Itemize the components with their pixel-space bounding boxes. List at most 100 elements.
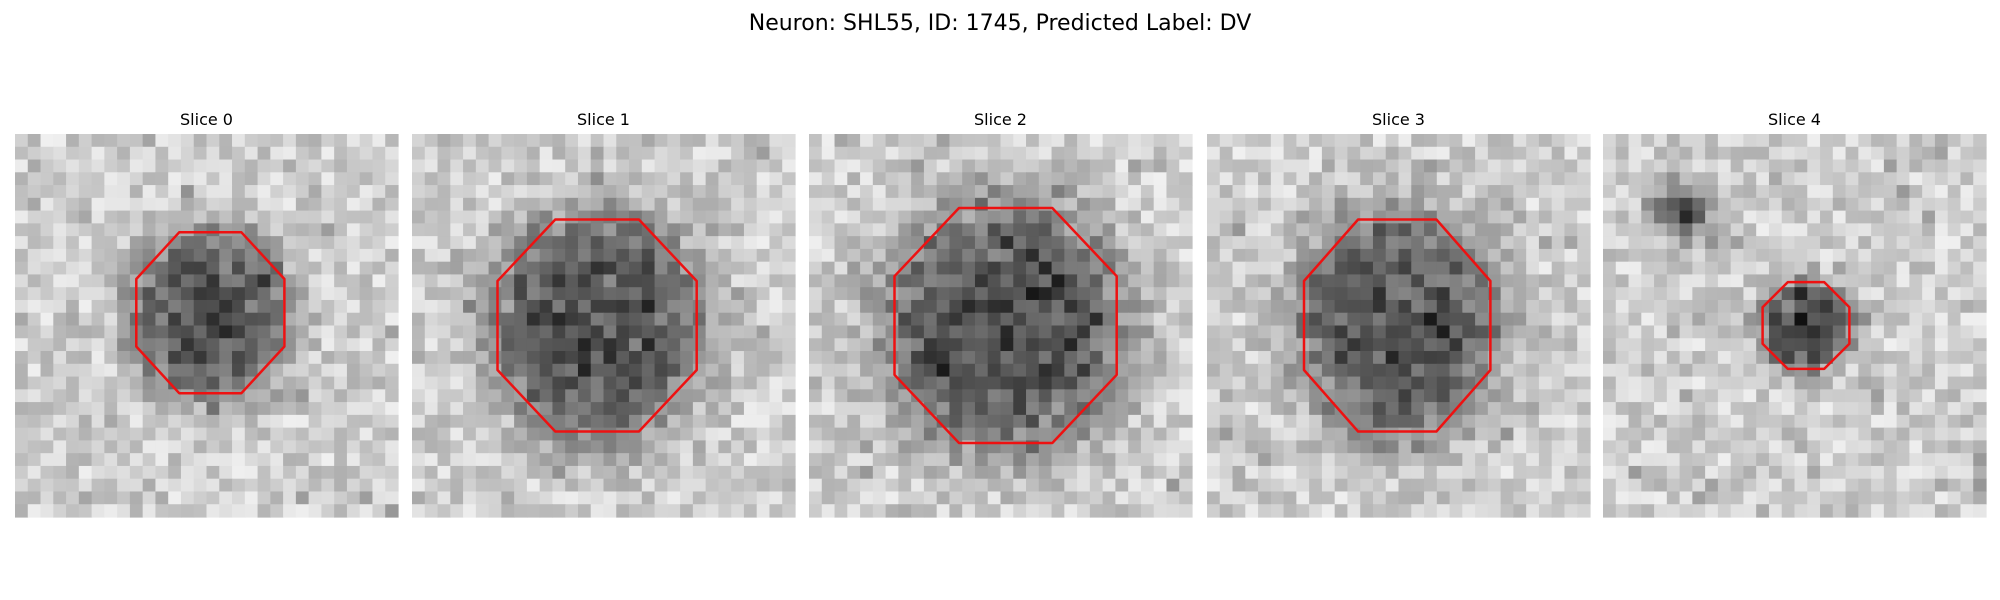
pixel <box>168 299 182 314</box>
pixel <box>1666 236 1681 250</box>
pixel <box>872 504 887 518</box>
pixel <box>78 274 93 288</box>
pixel <box>603 312 617 327</box>
pixel <box>1871 363 1885 378</box>
pixel <box>1973 402 1987 416</box>
pixel <box>283 172 297 186</box>
pixel <box>257 185 271 199</box>
pixel <box>450 172 464 186</box>
pixel <box>1896 478 1910 493</box>
pixel <box>1679 299 1693 314</box>
pixel <box>232 287 246 301</box>
pixel <box>180 236 195 250</box>
pixel <box>359 146 374 161</box>
pixel <box>872 440 887 454</box>
pixel <box>1628 453 1642 467</box>
pixel <box>1577 389 1591 403</box>
pixel <box>308 504 322 518</box>
pixel <box>577 159 592 173</box>
pixel <box>321 159 335 173</box>
pixel <box>1973 491 1987 505</box>
pixel <box>667 453 681 467</box>
pixel <box>91 261 105 276</box>
pixel <box>1270 427 1285 441</box>
pixel <box>821 274 836 288</box>
pixel <box>1628 440 1642 454</box>
pixel <box>809 185 823 199</box>
pixel <box>193 185 208 199</box>
pixel <box>91 210 105 224</box>
pixel <box>1500 159 1514 173</box>
pixel <box>1500 453 1514 467</box>
pixel <box>1896 504 1910 518</box>
pixel <box>1807 427 1821 441</box>
pixel <box>385 478 399 493</box>
pixel <box>1372 325 1387 339</box>
pixel <box>1334 338 1349 352</box>
pixel <box>1115 427 1129 441</box>
pixel <box>257 223 271 237</box>
pixel <box>1102 185 1116 199</box>
pixel <box>1756 287 1770 301</box>
pixel <box>359 414 374 429</box>
pixel <box>1628 351 1642 365</box>
pixel <box>1436 376 1451 390</box>
pixel <box>949 312 963 327</box>
pixel <box>40 351 54 365</box>
pixel <box>1424 427 1438 441</box>
pixel <box>1321 478 1336 493</box>
pixel <box>1051 440 1065 454</box>
pixel <box>27 287 42 301</box>
pixel <box>206 440 220 454</box>
pixel <box>1717 491 1732 505</box>
pixel <box>15 478 29 493</box>
pixel <box>321 427 335 441</box>
pixel <box>526 134 541 148</box>
pixel <box>66 338 80 352</box>
pixel <box>1436 134 1451 148</box>
pixel <box>1883 287 1898 301</box>
pixel <box>1577 312 1591 327</box>
pixel <box>872 159 887 173</box>
pixel <box>1372 172 1387 186</box>
pixel <box>1372 236 1387 250</box>
pixel <box>847 389 861 403</box>
pixel <box>1832 440 1847 454</box>
pixel <box>1207 504 1221 518</box>
pixel <box>244 414 259 429</box>
pixel <box>501 248 515 263</box>
pixel <box>1385 287 1400 301</box>
pixel <box>769 402 783 416</box>
pixel <box>898 338 912 352</box>
pixel <box>743 197 758 212</box>
pixel <box>1475 299 1489 314</box>
pixel <box>104 440 118 454</box>
pixel <box>987 325 1002 339</box>
pixel <box>1140 287 1155 301</box>
pixel <box>872 261 887 276</box>
pixel <box>66 312 80 327</box>
pixel <box>756 248 771 263</box>
pixel <box>53 478 67 493</box>
pixel <box>1089 414 1104 429</box>
pixel <box>1013 287 1027 301</box>
pixel <box>1232 299 1246 314</box>
pixel <box>1973 440 1987 454</box>
pixel <box>1934 159 1949 173</box>
pixel <box>1487 172 1502 186</box>
pixel <box>1411 440 1425 454</box>
pixel <box>539 299 554 314</box>
pixel <box>834 351 848 365</box>
pixel <box>1768 134 1783 148</box>
pixel <box>1973 351 1987 365</box>
pixel <box>1513 146 1527 161</box>
pixel <box>1909 414 1923 429</box>
pixel <box>1692 223 1706 237</box>
pixel <box>1207 376 1221 390</box>
pixel <box>1385 363 1400 378</box>
pixel <box>949 414 963 429</box>
pixel <box>629 325 643 339</box>
pixel <box>1692 236 1706 250</box>
pixel <box>1089 274 1104 288</box>
pixel <box>1679 491 1693 505</box>
